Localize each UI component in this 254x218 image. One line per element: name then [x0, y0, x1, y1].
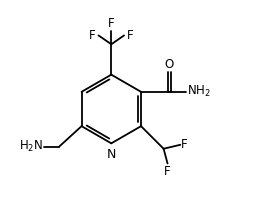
- Text: H$_2$N: H$_2$N: [19, 139, 43, 154]
- Text: F: F: [108, 17, 115, 29]
- Text: F: F: [164, 165, 171, 178]
- Text: NH$_2$: NH$_2$: [187, 84, 211, 99]
- Text: F: F: [181, 138, 188, 151]
- Text: O: O: [165, 58, 174, 71]
- Text: F: F: [127, 29, 134, 42]
- Text: N: N: [107, 148, 116, 161]
- Text: F: F: [89, 29, 96, 42]
